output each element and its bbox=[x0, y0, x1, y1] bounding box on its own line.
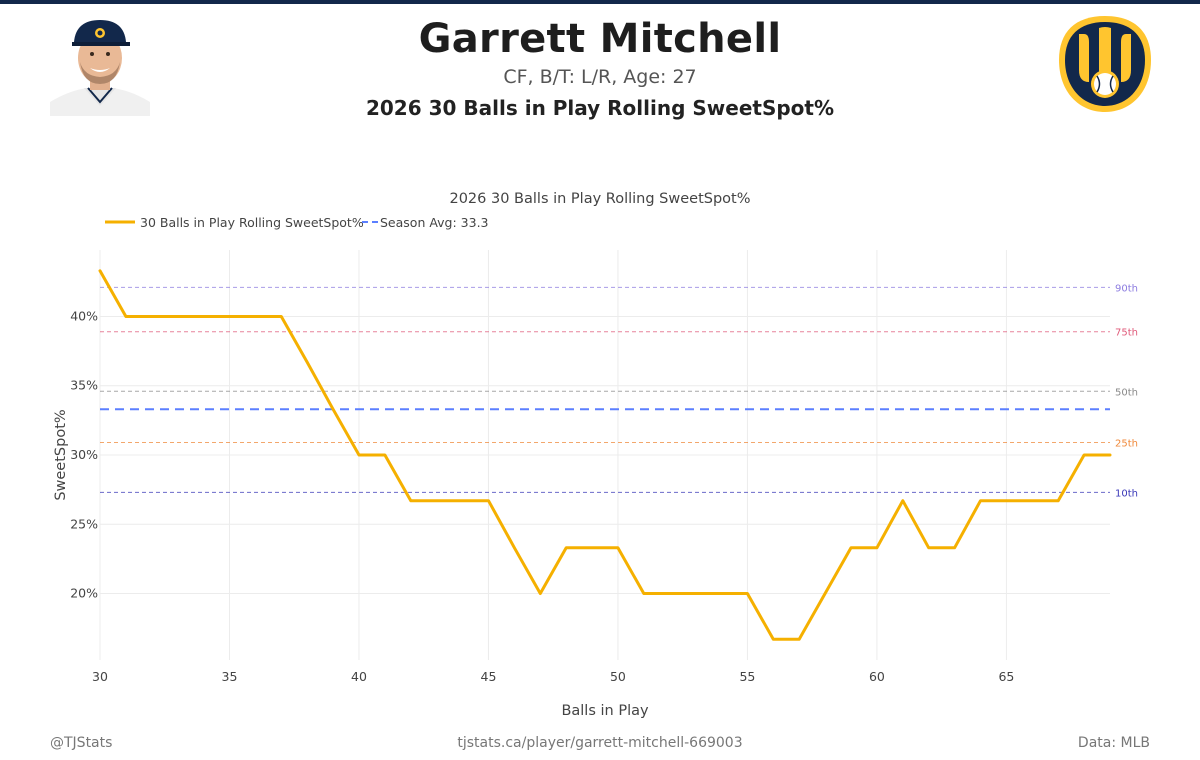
footer-handle: @TJStats bbox=[50, 735, 113, 751]
team-logo bbox=[1059, 16, 1151, 112]
y-tick-label: 20% bbox=[70, 586, 98, 601]
y-tick-label: 30% bbox=[70, 447, 98, 462]
x-tick-label: 45 bbox=[481, 669, 497, 684]
top-accent-bar bbox=[0, 0, 1200, 4]
x-tick-label: 35 bbox=[222, 669, 238, 684]
chart-title: 2026 30 Balls in Play Rolling SweetSpot% bbox=[449, 191, 750, 207]
rolling-series-line bbox=[98, 269, 1112, 641]
footer-url[interactable]: tjstats.ca/player/garrett-mitchell-66900… bbox=[457, 735, 743, 751]
player-name: Garrett Mitchell bbox=[418, 16, 782, 62]
x-tick-label: 30 bbox=[92, 669, 108, 684]
percentile-label-50th: 50th bbox=[1115, 387, 1138, 398]
percentile-label-10th: 10th bbox=[1115, 488, 1138, 499]
percentile-label-25th: 25th bbox=[1115, 439, 1138, 450]
y-tick-label: 35% bbox=[70, 378, 98, 393]
legend-label-rolling: 30 Balls in Play Rolling SweetSpot% bbox=[140, 215, 364, 230]
percentile-label-90th: 90th bbox=[1115, 283, 1138, 294]
player-info: CF, B/T: L/R, Age: 27 bbox=[503, 66, 697, 88]
player-headshot bbox=[50, 14, 150, 116]
rolling-sweetspot-chart: 2026 30 Balls in Play Rolling SweetSpot%… bbox=[53, 191, 1138, 719]
x-tick-label: 55 bbox=[739, 669, 755, 684]
x-tick-label: 65 bbox=[998, 669, 1014, 684]
percentile-label-75th: 75th bbox=[1115, 328, 1138, 339]
x-tick-label: 50 bbox=[610, 669, 626, 684]
y-tick-label: 25% bbox=[70, 516, 98, 531]
x-tick-label: 40 bbox=[351, 669, 367, 684]
x-axis-title: Balls in Play bbox=[561, 703, 649, 719]
footer-source: Data: MLB bbox=[1077, 735, 1150, 751]
y-axis-title: SweetSpot% bbox=[53, 409, 69, 500]
x-tick-label: 60 bbox=[869, 669, 885, 684]
report-title: 2026 30 Balls in Play Rolling SweetSpot% bbox=[365, 96, 835, 120]
legend-label-season-avg: Season Avg: 33.3 bbox=[380, 215, 489, 230]
y-tick-label: 40% bbox=[70, 308, 98, 323]
